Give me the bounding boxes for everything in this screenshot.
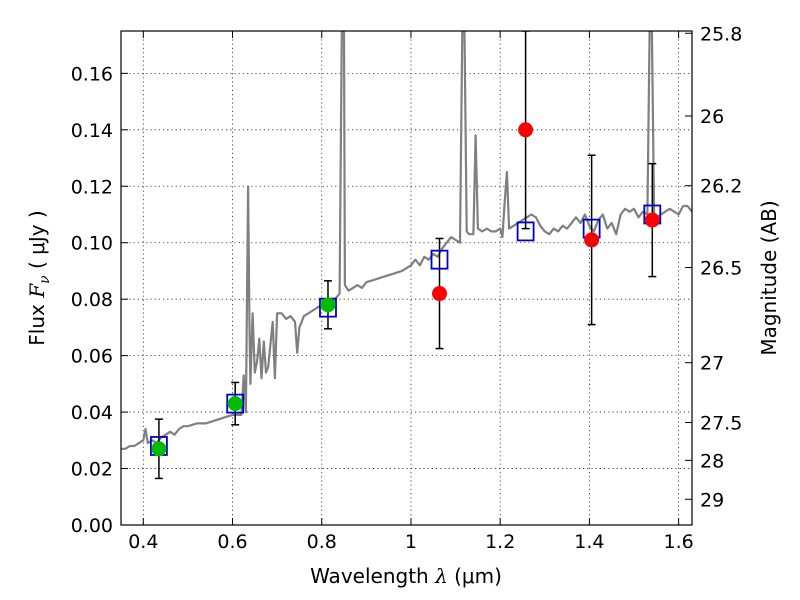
error-bars [154, 31, 657, 480]
y2-axis-label: Magnitude (AB) [757, 200, 781, 355]
x-tick-label: 1 [405, 531, 417, 553]
observed-point-marker [644, 212, 660, 228]
y2-tick-label: 27.5 [700, 413, 742, 435]
observed-point-marker [518, 122, 534, 138]
y-tick-label: 0.06 [71, 346, 113, 368]
observed-points [151, 122, 660, 457]
y2-axis-ticks: 25.8 26 26.2 26.5 27 27.5 28 29 [685, 23, 742, 511]
observed-point-marker [320, 297, 336, 313]
spectrum-line [121, 31, 692, 450]
model-point-marker [430, 249, 449, 270]
x-tick-label: 0.4 [128, 531, 158, 553]
x-axis-ticks: 0.4 0.6 0.8 1 1.2 1.4 1.6 [128, 31, 694, 553]
x-tick-label: 1.2 [485, 531, 515, 553]
observed-point-marker [584, 232, 600, 248]
observed-point-marker [432, 286, 448, 302]
y-tick-label: 0.14 [71, 120, 113, 142]
plot-frame [120, 30, 693, 526]
y-tick-label: 0.02 [71, 459, 113, 481]
y-tick-label: 0.10 [71, 233, 113, 255]
y2-tick-label: 26.2 [700, 176, 742, 198]
y-tick-label: 0.12 [71, 176, 113, 198]
y2-tick-label: 25.8 [700, 23, 742, 45]
x-tick-label: 0.6 [217, 531, 247, 553]
y2-tick-label: 27 [700, 353, 724, 375]
y-tick-label: 0.08 [71, 289, 113, 311]
y2-tick-label: 29 [700, 489, 724, 511]
y-tick-label: 0.16 [71, 63, 113, 85]
y-axis-ticks: 0.00 0.02 0.04 0.06 0.08 0.10 0.12 0.14 0.16 [71, 63, 128, 537]
y-tick-label: 0.00 [71, 515, 113, 537]
plot-area [121, 31, 692, 480]
model-point-marker [226, 393, 245, 414]
observed-point-marker [151, 441, 167, 457]
x-tick-label: 1.4 [574, 531, 604, 553]
x-tick-label: 0.8 [307, 531, 337, 553]
y2-tick-label: 26 [700, 106, 724, 128]
grid-lines [121, 31, 692, 525]
y-axis-label: Flux Fν ( μJy ) [25, 210, 53, 345]
observed-point-marker [227, 396, 243, 412]
y2-tick-label: 28 [700, 450, 724, 472]
y2-tick-label: 26.5 [700, 258, 742, 280]
x-tick-label: 1.6 [664, 531, 694, 553]
x-axis-label: Wavelength λ (μm) [310, 564, 502, 588]
y-tick-label: 0.04 [71, 402, 113, 424]
model-point-marker [516, 221, 535, 242]
